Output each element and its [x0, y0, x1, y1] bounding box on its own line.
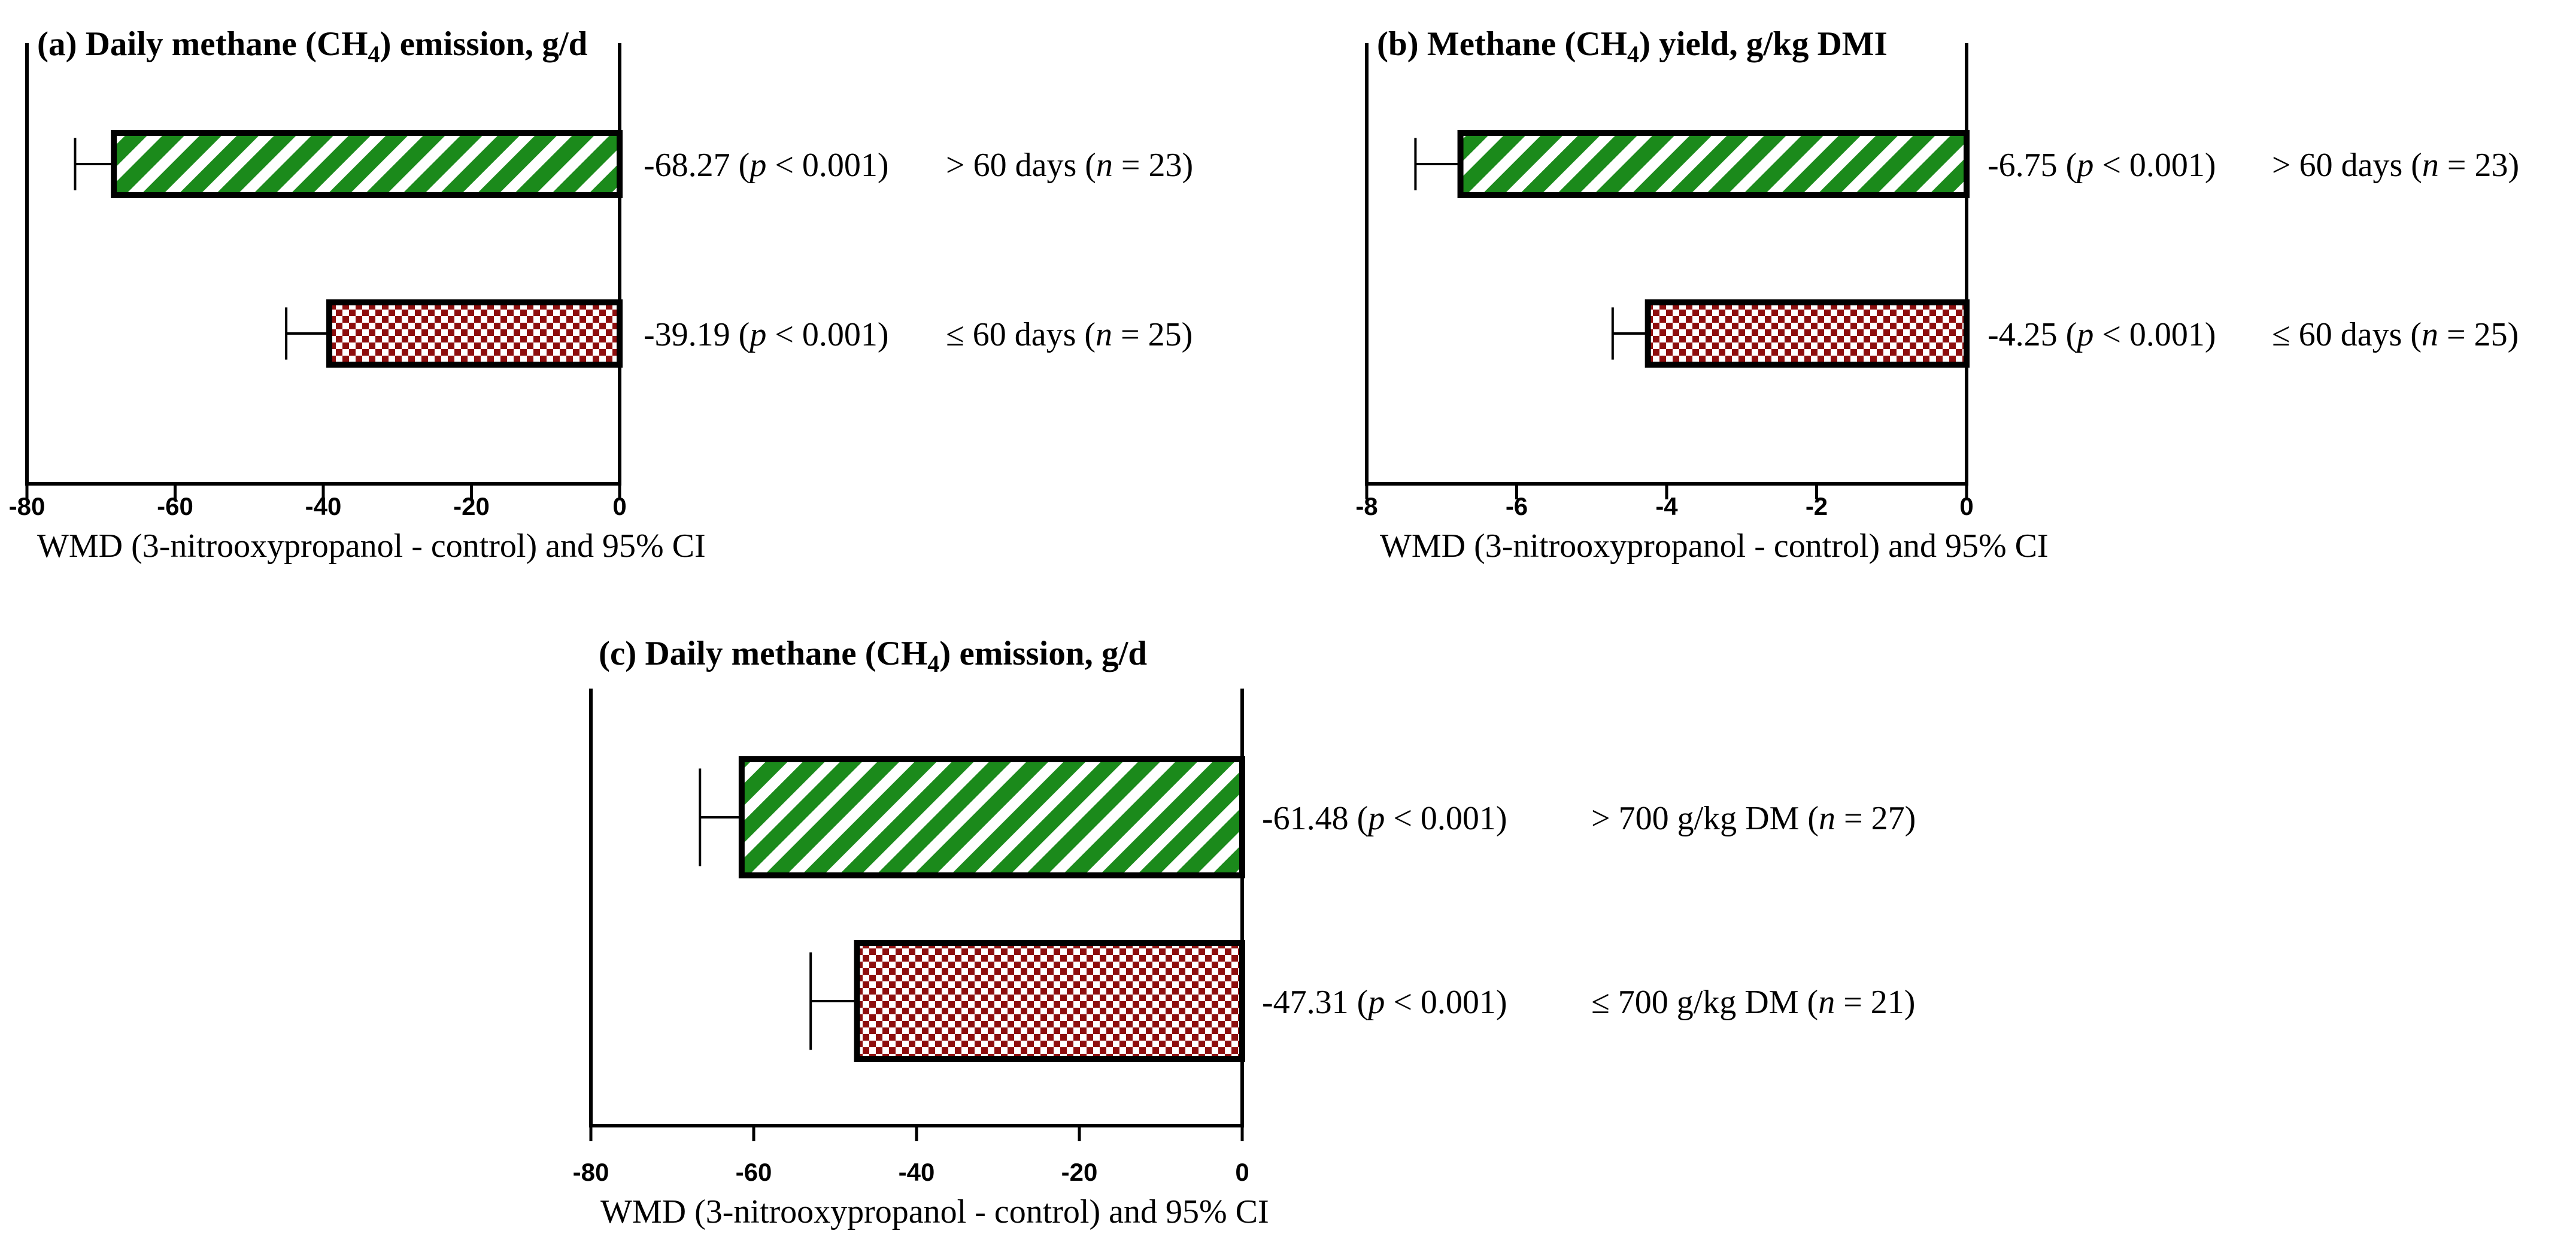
x-tick-label: 0: [1959, 492, 1973, 520]
x-axis-label: WMD (3-nitrooxypropanol - control) and 9…: [1380, 528, 2049, 565]
bar-group-label: > 700 g/kg DM (n = 27): [1591, 800, 1916, 837]
x-tick-label: -20: [453, 492, 490, 520]
x-tick-label: 0: [1235, 1158, 1249, 1186]
bar-value-label: -6.75 (p < 0.001): [1988, 147, 2216, 184]
bar-upper: [111, 130, 623, 198]
bar-value-label: -68.27 (p < 0.001): [644, 147, 889, 184]
bar-group-label: ≤ 700 g/kg DM (n = 21): [1591, 984, 1915, 1021]
x-tick-label: 0: [612, 492, 626, 520]
bar-value-label: -61.48 (p < 0.001): [1262, 800, 1507, 837]
x-tick-label: -6: [1506, 492, 1528, 520]
x-tick-label: -80: [9, 492, 45, 520]
bar-value-label: -39.19 (p < 0.001): [644, 316, 889, 353]
panel-b: (b) Methane (CH4) yield, g/kg DMI -8 -6 -4 -…: [1355, 25, 2519, 565]
x-tick-label: -60: [736, 1158, 772, 1186]
x-tick-label: -8: [1355, 492, 1377, 520]
x-tick-label: -40: [305, 492, 342, 520]
bar-group-label: ≤ 60 days (n = 25): [2272, 316, 2519, 353]
x-tick-label: -2: [1806, 492, 1828, 520]
bar-group-label: > 60 days (n = 23): [946, 147, 1193, 184]
x-tick-label: -80: [573, 1158, 609, 1186]
x-tick-label: -40: [899, 1158, 935, 1186]
chart-title: (c) Daily methane (CH4) emission, g/d: [599, 635, 1147, 677]
bar-upper: [1457, 130, 1970, 198]
bar-value-label: -47.31 (p < 0.001): [1262, 984, 1507, 1021]
x-axis-label: WMD (3-nitrooxypropanol - control) and 9…: [600, 1193, 1269, 1230]
bar-upper: [738, 756, 1245, 878]
bar-group-label: > 60 days (n = 23): [2272, 147, 2519, 184]
bar-value-label: -4.25 (p < 0.001): [1988, 316, 2216, 353]
x-tick-label: -20: [1061, 1158, 1098, 1186]
x-tick-label: -60: [157, 492, 193, 520]
x-tick-label: -4: [1655, 492, 1678, 520]
bar-lower: [854, 940, 1245, 1062]
chart-title: (a) Daily methane (CH4) emission, g/d: [37, 25, 588, 68]
bar-lower: [1644, 299, 1970, 368]
bar-group-label: ≤ 60 days (n = 25): [946, 316, 1193, 353]
bar-lower: [326, 299, 623, 368]
x-axis-label: WMD (3-nitrooxypropanol - control) and 9…: [37, 528, 706, 565]
panel-c: (c) Daily methane (CH4) emission, g/d -80…: [573, 635, 1916, 1230]
panel-a: (a) Daily methane (CH4) emission, g/d -80…: [9, 25, 1193, 565]
chart-title: (b) Methane (CH4) yield, g/kg DMI: [1377, 25, 1888, 68]
